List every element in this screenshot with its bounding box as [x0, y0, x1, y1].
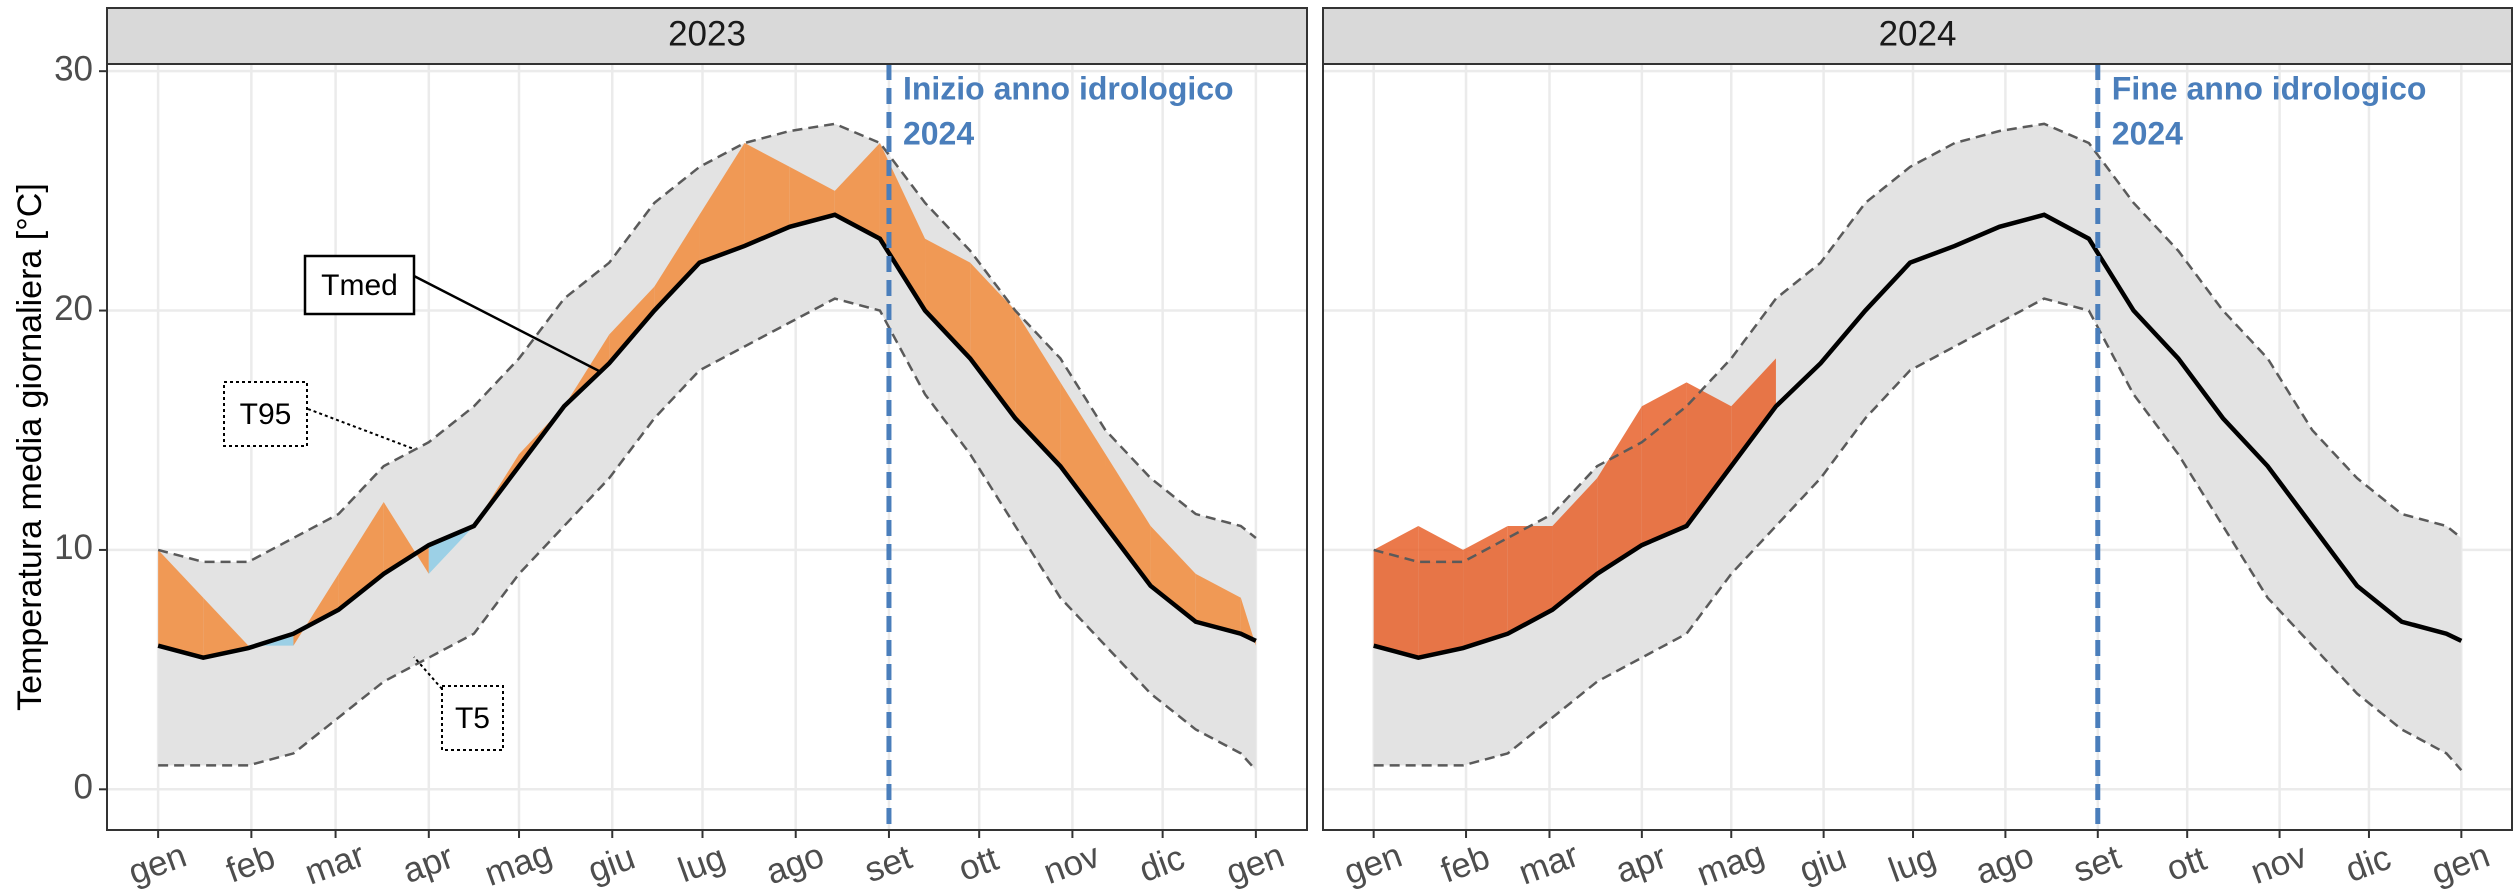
- strip: [106, 7, 1308, 65]
- anomaly: [925, 238, 971, 359]
- x-tick-label: gen: [1339, 836, 1407, 892]
- annotation-box: [223, 381, 308, 447]
- anomaly: [1731, 358, 1776, 467]
- x-tick-label: lug: [673, 838, 730, 891]
- annotation-leader: [413, 656, 443, 690]
- x-tick-label: apr: [1611, 837, 1672, 891]
- x-tick-label: feb: [221, 837, 280, 890]
- panel-border: [106, 63, 1308, 831]
- anomaly: [789, 166, 835, 227]
- anomaly: [383, 502, 429, 574]
- anomaly: [699, 142, 745, 263]
- strip: [1322, 7, 2513, 65]
- x-tick-label: set: [2068, 837, 2125, 890]
- x-tick-label: gen: [1221, 836, 1289, 892]
- x-tick-label: apr: [398, 837, 459, 891]
- x-tick-label: mar: [1514, 835, 1584, 892]
- x-tick-label: ago: [761, 836, 829, 892]
- anomaly: [970, 262, 1016, 419]
- x-tick-label: mag: [480, 834, 557, 892]
- x-tick-label: gen: [123, 836, 191, 892]
- series-line: [1373, 212, 2463, 660]
- annotation-box: [303, 254, 416, 316]
- y-tick-label: 20: [54, 289, 93, 328]
- anomaly: [203, 597, 249, 658]
- series-line: [158, 297, 1257, 771]
- panel-border: [1322, 63, 2513, 831]
- annotation-box: [441, 685, 504, 751]
- anomaly: [1150, 525, 1196, 622]
- y-tick-label: 0: [74, 768, 93, 807]
- x-tick-label: ago: [1971, 836, 2039, 892]
- panel-title: 2023: [668, 14, 746, 53]
- x-tick-label: lug: [1884, 838, 1941, 891]
- series-line: [157, 122, 1257, 564]
- series-line: [1373, 297, 2463, 771]
- x-tick-label: dic: [1134, 838, 1189, 890]
- annotation-leader: [307, 408, 415, 450]
- anomaly: [744, 142, 790, 246]
- y-tick-label: 30: [54, 49, 93, 88]
- annotation-leader: [413, 274, 602, 374]
- anomaly: [158, 549, 204, 658]
- y-tick-label: 10: [54, 528, 93, 567]
- x-tick-label: dic: [2340, 838, 2395, 890]
- x-tick-label: ott: [2161, 839, 2211, 889]
- hydro-year-label: Inizio anno idrologico: [903, 70, 1234, 106]
- x-tick-label: mag: [1692, 834, 1769, 892]
- annotation-label: T95: [240, 398, 292, 431]
- series-line: [1373, 122, 2463, 564]
- hydro-year-label: Fine anno idrologico: [2112, 70, 2427, 106]
- anomaly: [1418, 525, 1464, 658]
- x-tick-label: gen: [2426, 836, 2494, 892]
- annotation-label: Tmed: [321, 269, 398, 302]
- x-tick-label: set: [860, 837, 917, 890]
- anomaly: [428, 525, 474, 574]
- anomaly: [834, 142, 880, 239]
- x-tick-label: giu: [1794, 838, 1851, 891]
- x-tick-label: nov: [2246, 836, 2313, 892]
- series-line: [157, 212, 1257, 660]
- anomaly: [1641, 382, 1687, 546]
- band: [1373, 123, 2462, 771]
- anomaly: [654, 214, 700, 311]
- x-tick-label: ott: [953, 839, 1003, 889]
- x-tick-label: giu: [583, 838, 640, 891]
- hydro-year-label: 2024: [903, 115, 974, 151]
- anomaly: [1552, 478, 1598, 610]
- anomaly: [1060, 382, 1106, 526]
- x-tick-label: nov: [1038, 836, 1105, 892]
- y-axis-label: Temperatura media giornaliera [°C]: [11, 183, 49, 711]
- anomaly: [609, 286, 655, 364]
- annotation-label: T5: [455, 702, 490, 735]
- anomaly: [1686, 382, 1732, 526]
- x-tick-label: feb: [1436, 837, 1495, 890]
- anomaly: [1507, 525, 1553, 634]
- anomaly: [1105, 454, 1151, 586]
- anomaly: [1195, 573, 1241, 634]
- anomaly: [564, 334, 610, 407]
- panel-title: 2024: [1879, 14, 1957, 53]
- hydro-year-label: 2024: [2112, 115, 2183, 151]
- x-tick-label: mar: [300, 835, 370, 892]
